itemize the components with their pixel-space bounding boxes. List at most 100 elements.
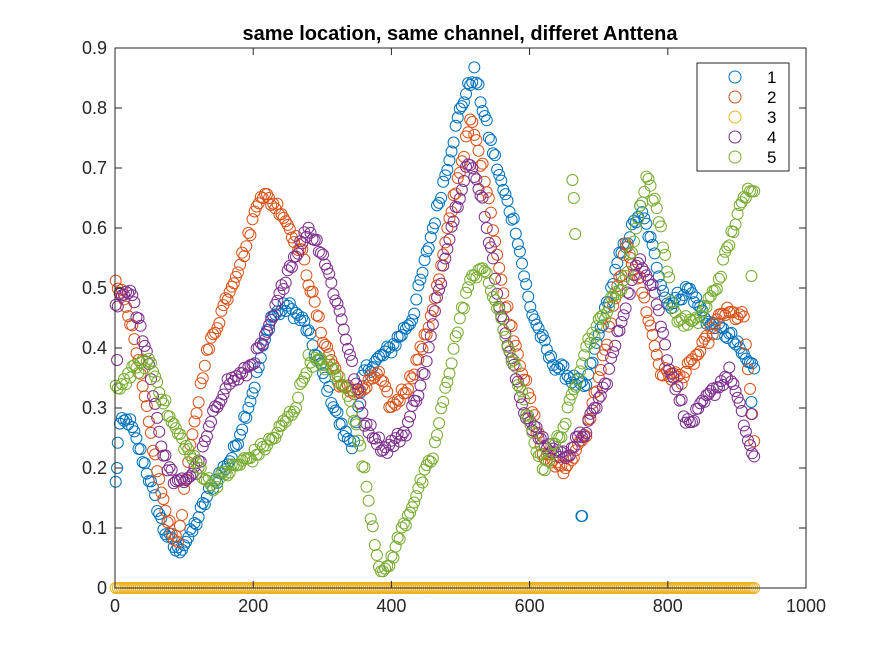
series-5-point xyxy=(542,455,555,468)
y-tick-label: 0 xyxy=(97,578,107,598)
series-4-point xyxy=(140,345,153,358)
series-2-point xyxy=(240,240,253,253)
series-1-point xyxy=(196,496,209,509)
series-5-point xyxy=(426,452,439,465)
series-1-point xyxy=(190,518,203,531)
x-tick-label: 600 xyxy=(515,596,545,616)
series-5-point xyxy=(715,270,728,283)
series-1-point xyxy=(283,297,296,310)
series-2-point xyxy=(151,465,164,478)
series-4-point xyxy=(414,379,427,392)
series-1-point xyxy=(240,411,253,424)
series-1-point xyxy=(406,314,419,327)
series-5-point xyxy=(667,301,680,314)
legend-marker-1 xyxy=(728,70,742,84)
series-1-point xyxy=(431,199,444,212)
series-1-point xyxy=(151,505,164,518)
series-4-point xyxy=(443,233,456,246)
series-2-point xyxy=(565,454,578,467)
series-5-point xyxy=(356,460,369,473)
series-5-point xyxy=(188,450,201,463)
series-4-point xyxy=(169,475,182,488)
series-4-point xyxy=(654,320,667,333)
series-1-point xyxy=(302,324,315,337)
series-1-point xyxy=(109,475,122,488)
series-4-point xyxy=(745,408,758,420)
x-tick-label: 200 xyxy=(238,596,268,616)
series-2-point xyxy=(559,462,572,475)
series-2-point xyxy=(416,343,429,356)
series-5-point xyxy=(437,395,450,408)
series-2-point xyxy=(462,126,475,139)
series-5-point xyxy=(337,379,350,392)
series-4-point xyxy=(329,294,342,307)
y-tick-label: 0.8 xyxy=(82,98,107,118)
series-5-point xyxy=(733,199,746,212)
series-5-point xyxy=(302,348,315,361)
series-2-point xyxy=(316,336,329,349)
series-4-point xyxy=(630,259,643,272)
series-5-point xyxy=(451,326,464,339)
series-5-point xyxy=(439,381,452,394)
series-1-point xyxy=(603,296,616,309)
series-5-point xyxy=(460,286,473,299)
series-1-point xyxy=(113,417,126,430)
series-5-point xyxy=(159,394,172,407)
series-5-point xyxy=(478,265,491,278)
series-2-point xyxy=(594,364,607,377)
series-1-point xyxy=(542,351,555,364)
series-1-point xyxy=(370,352,383,365)
series-5-point xyxy=(209,475,222,488)
series-2-point xyxy=(389,398,402,411)
series-2-point xyxy=(205,331,218,344)
series-2-point xyxy=(708,318,721,331)
series-4-point xyxy=(372,431,385,444)
series-1-point xyxy=(385,346,398,359)
series-2-point xyxy=(296,243,309,256)
series-5-point xyxy=(507,354,520,367)
series-4-point xyxy=(567,441,580,454)
series-5-point xyxy=(482,276,495,289)
y-tick-label: 0.5 xyxy=(82,278,107,298)
series-1-point xyxy=(677,289,690,302)
series-2-point xyxy=(219,292,232,305)
series-4-point xyxy=(476,191,489,204)
series-2-point xyxy=(254,190,267,203)
series-2-point xyxy=(495,273,508,286)
series-1-point xyxy=(462,77,475,90)
series-5-point xyxy=(486,290,499,303)
series-4-point xyxy=(144,373,157,386)
series-1-point xyxy=(252,361,265,374)
series-1-point xyxy=(596,319,609,332)
series-5-point xyxy=(163,410,176,423)
series-1-point xyxy=(524,300,537,313)
series-5-point xyxy=(271,426,284,439)
series-1-point xyxy=(484,134,497,147)
series-4-point xyxy=(685,415,698,428)
series-1-point xyxy=(486,147,499,160)
series-5-point xyxy=(182,443,195,456)
series-2-point xyxy=(741,363,754,376)
series-4-point xyxy=(441,243,454,256)
series-1-point xyxy=(343,434,356,447)
series-1-point xyxy=(466,76,479,89)
series-4-point xyxy=(180,474,193,487)
series-5-point xyxy=(184,449,197,462)
series-2-point xyxy=(439,236,452,249)
series-1-point xyxy=(192,511,205,524)
series-4-point xyxy=(153,425,166,438)
series-2-point xyxy=(590,385,603,398)
series-4-point xyxy=(335,313,348,326)
series-5-point xyxy=(549,437,562,450)
series-4-point xyxy=(511,375,524,388)
series-4-point xyxy=(619,302,632,315)
series-2-point xyxy=(292,244,305,257)
series-5-point xyxy=(569,380,582,393)
series-2-point xyxy=(157,493,170,506)
series-2-point xyxy=(192,396,205,409)
series-1-point xyxy=(671,286,684,299)
series-1-point xyxy=(346,442,359,455)
series-5-point xyxy=(329,370,342,383)
series-2-point xyxy=(196,372,209,385)
series-5-point xyxy=(650,202,663,215)
